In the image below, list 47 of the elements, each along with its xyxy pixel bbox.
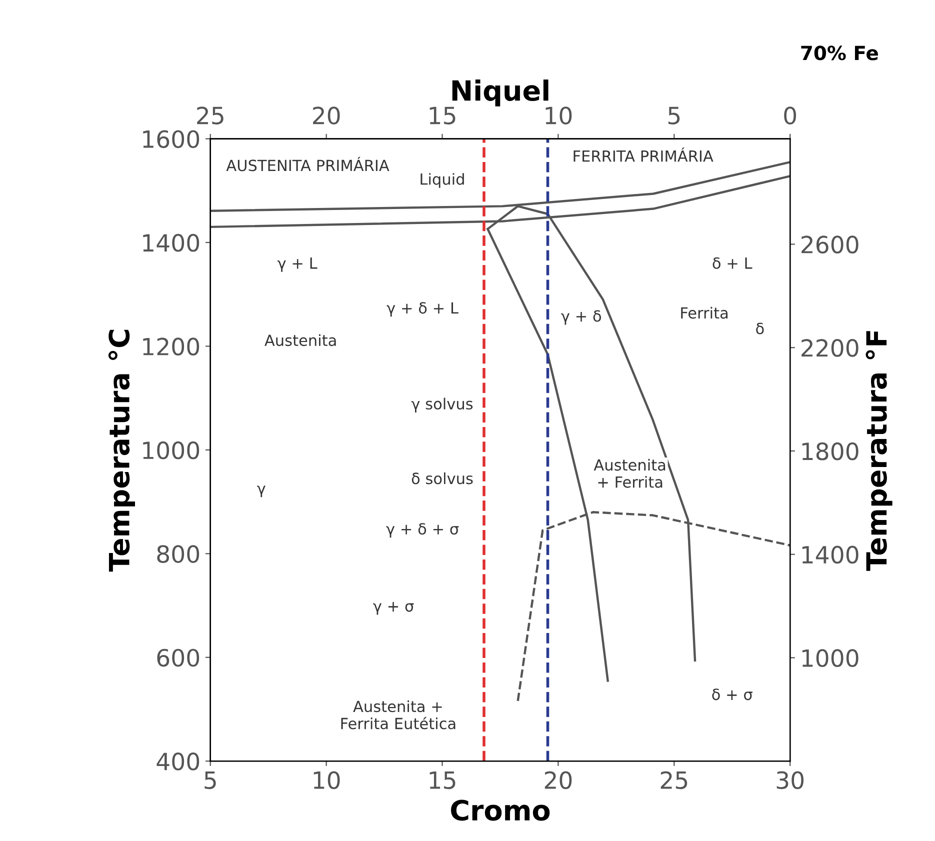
- annotation: γ + δ: [561, 310, 601, 325]
- x-axis-title: Cromo: [451, 800, 550, 821]
- annotation: δ + L: [712, 257, 752, 269]
- annotation: Austenita: [264, 334, 336, 346]
- y2-axis-title: Temperatura °F: [866, 331, 892, 571]
- annotation: δ: [756, 322, 764, 334]
- x2-tick-label: 10: [546, 106, 572, 124]
- annotation: δ + σ: [712, 688, 752, 700]
- annotation: δ solvus: [412, 472, 473, 484]
- x-tick-label: 30: [776, 771, 804, 790]
- x2-tick-label: 5: [668, 106, 680, 124]
- x2-axis-title: Niquel: [452, 80, 548, 106]
- annotation: γ: [257, 486, 266, 498]
- y2-tick-label: 1000: [802, 649, 858, 668]
- annotation: AUSTENITA PRIMÁRIA: [226, 156, 390, 172]
- y-tick-label: 1400: [143, 234, 200, 252]
- y-tick-label: 1600: [143, 130, 200, 148]
- annotation: Liquid: [420, 173, 464, 188]
- y-tick-label: 400: [156, 752, 200, 770]
- y2-tick-label: 2600: [802, 236, 858, 254]
- annotation: Ferrita: [681, 306, 728, 319]
- y2-tick-label: 1400: [802, 546, 858, 564]
- annotation: γ solvus: [411, 398, 473, 413]
- x2-tick-label: 20: [313, 106, 340, 124]
- x-tick-label: 5: [204, 772, 216, 790]
- text: 70% Fe: [801, 46, 878, 60]
- x-tick-label: 20: [544, 771, 572, 790]
- y-tick-label: 1200: [143, 338, 200, 356]
- y-tick-label: 800: [157, 545, 200, 563]
- y2-tick-label: 1800: [802, 442, 858, 460]
- annotation: γ + δ + L: [386, 302, 458, 317]
- y-tick-label: 600: [157, 648, 200, 667]
- y-axis-title: Temperatura °C: [108, 330, 136, 572]
- x-tick-label: 15: [430, 772, 456, 790]
- annotation: Austenita + Ferrita Eutética: [341, 700, 456, 730]
- x-tick-label: 10: [314, 771, 340, 790]
- annotation: Austenita + Ferrita: [594, 458, 666, 488]
- x2-tick-label: 25: [197, 106, 224, 124]
- x-tick-label: 25: [660, 771, 688, 790]
- annotation: FERRITA PRIMÁRIA: [574, 148, 714, 162]
- y2-tick-label: 2200: [802, 339, 858, 357]
- x2-tick-label: 0: [784, 106, 796, 124]
- x2-tick-label: 15: [430, 106, 456, 124]
- y-tick-label: 1000: [143, 441, 200, 460]
- annotation: γ + δ + σ: [386, 523, 459, 538]
- annotation: γ + σ: [373, 602, 414, 615]
- annotation: γ + L: [278, 258, 318, 272]
